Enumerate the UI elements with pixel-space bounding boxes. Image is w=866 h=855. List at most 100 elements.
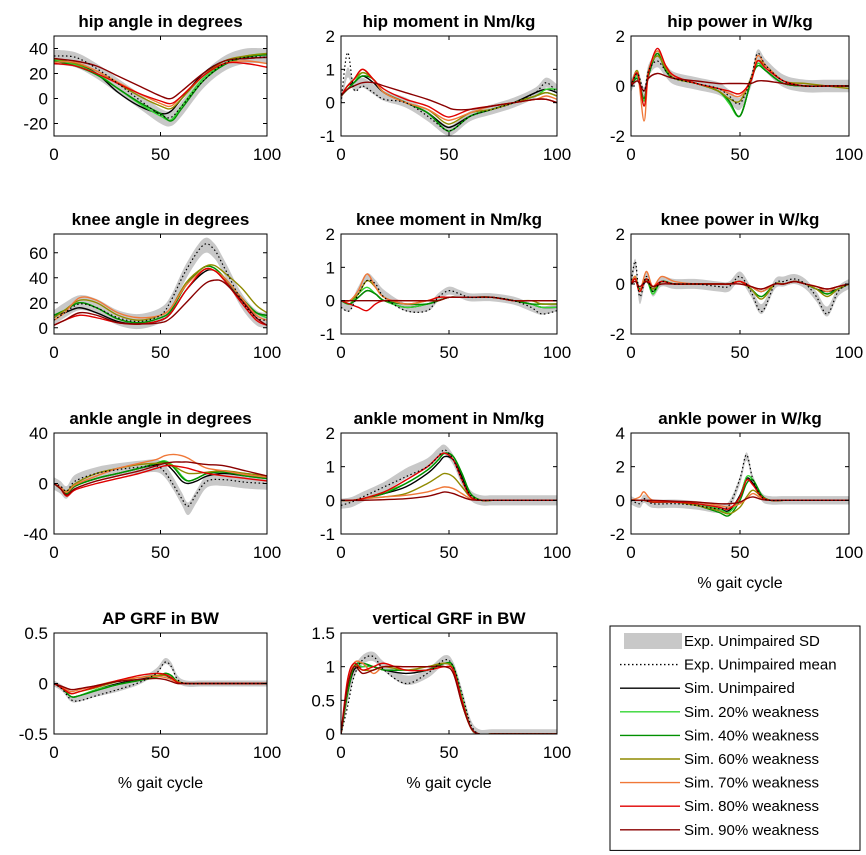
x-tick-label: 50 <box>151 743 170 762</box>
y-tick-label: 0 <box>326 292 335 311</box>
panel-title: hip power in W/kg <box>667 12 812 31</box>
y-tick-label: 0 <box>39 90 48 109</box>
x-tick-label: 100 <box>253 145 281 164</box>
x-tick-label: 50 <box>151 343 170 362</box>
series-line-sim_70 <box>341 660 557 734</box>
y-tick-label: -2 <box>610 525 625 544</box>
legend-label: Exp. Unimpaired SD <box>684 633 820 650</box>
y-tick-label: 1 <box>326 258 335 277</box>
x-axis-label: % gait cycle <box>406 775 491 792</box>
legend-label: Sim. 40% weakness <box>684 727 819 744</box>
y-tick-label: 2 <box>326 424 335 443</box>
x-tick-label: 100 <box>543 543 571 562</box>
legend-label: Sim. 20% weakness <box>684 704 819 721</box>
series-line-sim_90 <box>631 280 849 290</box>
y-tick-label: 0 <box>326 725 335 744</box>
y-tick-label: 1 <box>326 658 335 677</box>
x-tick-label: 0 <box>336 543 345 562</box>
y-tick-label: 1.5 <box>311 624 335 643</box>
plot-area <box>54 237 267 330</box>
y-tick-label: 1 <box>326 458 335 477</box>
sd-band <box>54 459 267 516</box>
x-tick-label: 50 <box>731 145 750 164</box>
y-tick-label: 20 <box>29 294 48 313</box>
y-tick-label: 2 <box>326 27 335 46</box>
plot-area <box>341 273 557 315</box>
y-tick-label: 2 <box>616 225 625 244</box>
x-tick-label: 0 <box>49 543 58 562</box>
y-tick-label: 4 <box>616 424 625 443</box>
y-tick-label: 2 <box>616 458 625 477</box>
x-tick-label: 100 <box>253 543 281 562</box>
legend-label: Sim. 60% weakness <box>684 751 819 768</box>
panel-title: ankle moment in Nm/kg <box>354 409 545 428</box>
x-tick-label: 100 <box>543 743 571 762</box>
x-tick-label: 100 <box>253 343 281 362</box>
x-tick-label: 100 <box>543 343 571 362</box>
plot-area <box>341 444 557 509</box>
y-tick-label: 40 <box>29 40 48 59</box>
series-line-sim_80 <box>54 464 267 497</box>
y-tick-label: 0 <box>39 475 48 494</box>
y-tick-label: 0 <box>616 491 625 510</box>
series-line-sim_90 <box>54 461 267 496</box>
y-tick-label: -1 <box>320 325 335 344</box>
panel-title: hip moment in Nm/kg <box>363 12 536 31</box>
legend-label: Sim. Unimpaired <box>684 680 795 697</box>
series-line-sim_80 <box>631 47 849 107</box>
y-tick-label: 0 <box>616 77 625 96</box>
legend-label: Sim. 70% weakness <box>684 775 819 792</box>
sd-band <box>631 49 849 111</box>
y-tick-label: 0 <box>616 275 625 294</box>
exp-mean-line <box>631 260 849 315</box>
panel-title: knee moment in Nm/kg <box>356 210 542 229</box>
x-tick-label: 50 <box>731 543 750 562</box>
plot-area <box>631 47 849 122</box>
sd-band <box>341 67 557 136</box>
exp-mean-line <box>341 449 557 506</box>
sd-band <box>631 258 849 317</box>
y-tick-label: -1 <box>320 127 335 146</box>
series-line-sim_90 <box>341 665 557 734</box>
exp-mean-line <box>341 279 557 315</box>
panel-title: vertical GRF in BW <box>372 609 526 628</box>
panel-10: 0 50 100 1.5 1 0.5 0 vertical GRF in BW % gait c… <box>311 609 571 792</box>
series-line-sim_80 <box>54 61 267 105</box>
series-line-sim_90 <box>54 677 267 691</box>
y-tick-label: -2 <box>610 325 625 344</box>
plot-area <box>341 52 557 136</box>
panel-3: 0 50 100 60 40 20 0 knee angle in degrees <box>29 210 281 362</box>
x-tick-label: 0 <box>336 743 345 762</box>
plot-area <box>631 452 849 517</box>
y-tick-label: 0 <box>326 491 335 510</box>
plot-area <box>54 47 267 127</box>
plot-area <box>341 651 557 734</box>
x-tick-label: 0 <box>49 743 58 762</box>
legend-frame <box>609 625 861 851</box>
series-line-sim_70 <box>54 453 267 494</box>
series-line-sim_90 <box>341 81 557 111</box>
plot-area <box>631 258 849 317</box>
series-line-sim_90 <box>54 56 267 100</box>
legend-swatch <box>624 633 682 649</box>
exp-mean-line <box>54 464 267 507</box>
y-tick-label: 2 <box>616 27 625 46</box>
x-tick-label: 0 <box>626 543 635 562</box>
sd-band <box>54 657 267 703</box>
series-line-sim_90 <box>631 72 849 92</box>
y-tick-label: 20 <box>29 65 48 84</box>
y-tick-label: 1 <box>326 60 335 79</box>
legend-label: Exp. Unimpaired mean <box>684 657 837 674</box>
x-axis-label: % gait cycle <box>697 575 782 592</box>
x-tick-label: 0 <box>336 343 345 362</box>
exp-mean-line <box>54 661 267 702</box>
x-tick-label: 100 <box>835 543 863 562</box>
plot-area <box>54 657 267 703</box>
x-tick-label: 100 <box>835 145 863 164</box>
x-tick-label: 0 <box>626 343 635 362</box>
